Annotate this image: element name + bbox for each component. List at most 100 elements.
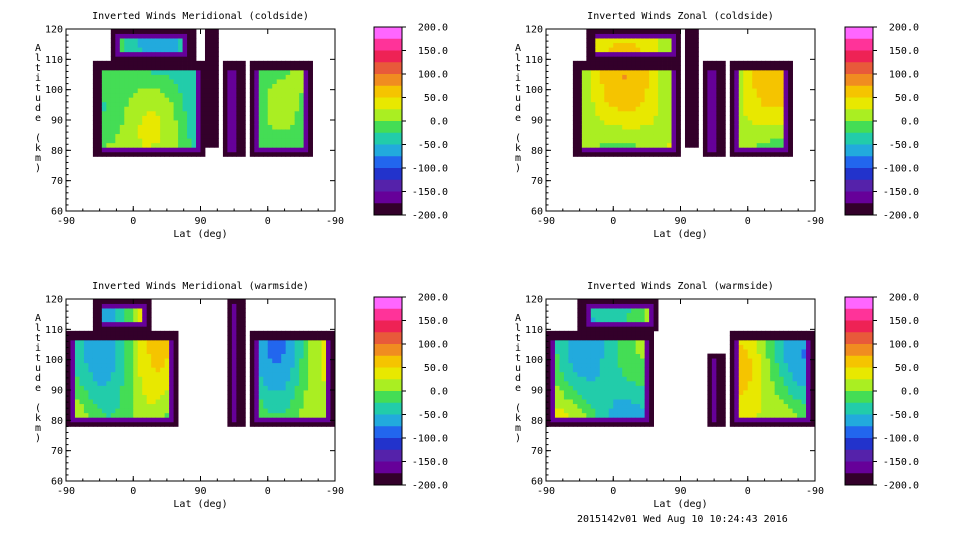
contour-cell xyxy=(97,147,103,153)
contour-cell xyxy=(142,151,148,157)
contour-cell xyxy=(689,124,695,130)
contour-cell xyxy=(299,151,305,157)
contour-cell xyxy=(303,385,309,391)
contour-cell xyxy=(146,367,152,373)
contour-cell xyxy=(321,335,327,341)
contour-cell xyxy=(173,97,179,103)
contour-cell xyxy=(595,74,601,80)
contour-cell xyxy=(577,151,583,157)
contour-cell xyxy=(716,371,722,377)
contour-cell xyxy=(196,65,201,71)
contour-cell xyxy=(658,151,663,157)
contour-cell xyxy=(146,344,152,350)
contour-cell xyxy=(729,69,735,75)
contour-cell xyxy=(124,115,130,121)
contour-cell xyxy=(590,142,596,148)
contour-cell xyxy=(236,394,242,400)
contour-cell xyxy=(684,33,690,39)
contour-cell xyxy=(765,101,771,107)
contour-cell xyxy=(595,421,601,427)
contour-cell xyxy=(774,151,780,157)
contour-cell xyxy=(115,88,121,94)
contour-cell xyxy=(640,110,646,116)
contour-cell xyxy=(586,408,592,414)
contour-cell xyxy=(635,47,641,53)
contour-cell xyxy=(743,399,749,405)
contour-cell xyxy=(806,417,811,423)
contour-cell xyxy=(263,371,269,377)
contour-cell xyxy=(70,339,76,345)
contour-cell xyxy=(608,385,614,391)
contour-cell xyxy=(608,330,614,336)
contour-cell xyxy=(752,74,758,80)
contour-cell xyxy=(711,147,717,153)
contour-cell xyxy=(783,412,789,418)
contour-cell xyxy=(653,129,659,135)
contour-cell xyxy=(151,403,157,409)
contour-cell xyxy=(267,417,273,423)
contour-cell xyxy=(572,151,578,157)
contour-cell xyxy=(294,120,300,125)
contour-cell xyxy=(792,421,798,427)
contour-cell xyxy=(209,92,215,98)
contour-cell xyxy=(164,358,170,364)
contour-cell xyxy=(200,129,206,135)
contour-cell xyxy=(285,353,291,359)
contour-cell xyxy=(761,74,767,80)
contour-cell xyxy=(115,321,121,327)
colorbar-swatch xyxy=(374,109,402,122)
contour-cell xyxy=(294,74,300,80)
contour-cell xyxy=(595,79,601,84)
contour-cell xyxy=(617,129,623,135)
contour-cell xyxy=(290,376,296,382)
contour-cell xyxy=(137,353,143,359)
contour-cell xyxy=(617,147,623,153)
contour-cell xyxy=(151,151,157,157)
contour-cell xyxy=(716,390,722,395)
contour-cell xyxy=(151,129,157,135)
contour-cell xyxy=(667,69,672,75)
contour-cell xyxy=(133,362,139,368)
contour-cell xyxy=(783,60,789,66)
contour-cell xyxy=(734,358,740,364)
contour-cell xyxy=(209,129,215,135)
contour-cell xyxy=(290,124,296,130)
contour-cell xyxy=(590,317,596,323)
contour-cell xyxy=(586,142,592,148)
y-tick-label: 110 xyxy=(525,325,543,336)
contour-cell xyxy=(743,371,749,377)
contour-cell xyxy=(734,129,740,135)
contour-cell xyxy=(626,408,632,414)
contour-cell xyxy=(752,371,758,377)
contour-cell xyxy=(196,129,201,135)
contour-cell xyxy=(227,303,233,309)
contour-cell xyxy=(631,321,637,327)
contour-cell xyxy=(554,408,560,414)
contour-cell xyxy=(92,394,98,400)
contour-cell xyxy=(572,138,578,144)
x-tick-label: 0 xyxy=(610,486,616,497)
contour-cell xyxy=(599,371,605,377)
contour-cell xyxy=(671,120,677,125)
contour-cell xyxy=(792,344,798,350)
contour-cell xyxy=(622,147,628,153)
y-tick-label: 120 xyxy=(45,25,63,36)
contour-cell xyxy=(160,362,166,368)
contour-cell xyxy=(119,321,125,327)
contour-cell xyxy=(752,151,758,157)
colorbar-label: -100.0 xyxy=(883,434,919,445)
contour-cell xyxy=(272,74,278,80)
contour-cell xyxy=(559,385,565,391)
colorbar-label: 150.0 xyxy=(418,46,448,57)
contour-cell xyxy=(290,353,296,359)
contour-cell xyxy=(294,115,300,121)
contour-cell xyxy=(124,344,130,350)
contour-cell xyxy=(734,142,740,148)
contour-cell xyxy=(550,376,556,382)
contour-cell xyxy=(128,97,134,103)
contour-cell xyxy=(599,367,605,373)
contour-cell xyxy=(613,408,619,414)
colorbar-swatch xyxy=(845,438,873,451)
contour-cell xyxy=(290,330,296,336)
contour-cell xyxy=(303,349,309,354)
